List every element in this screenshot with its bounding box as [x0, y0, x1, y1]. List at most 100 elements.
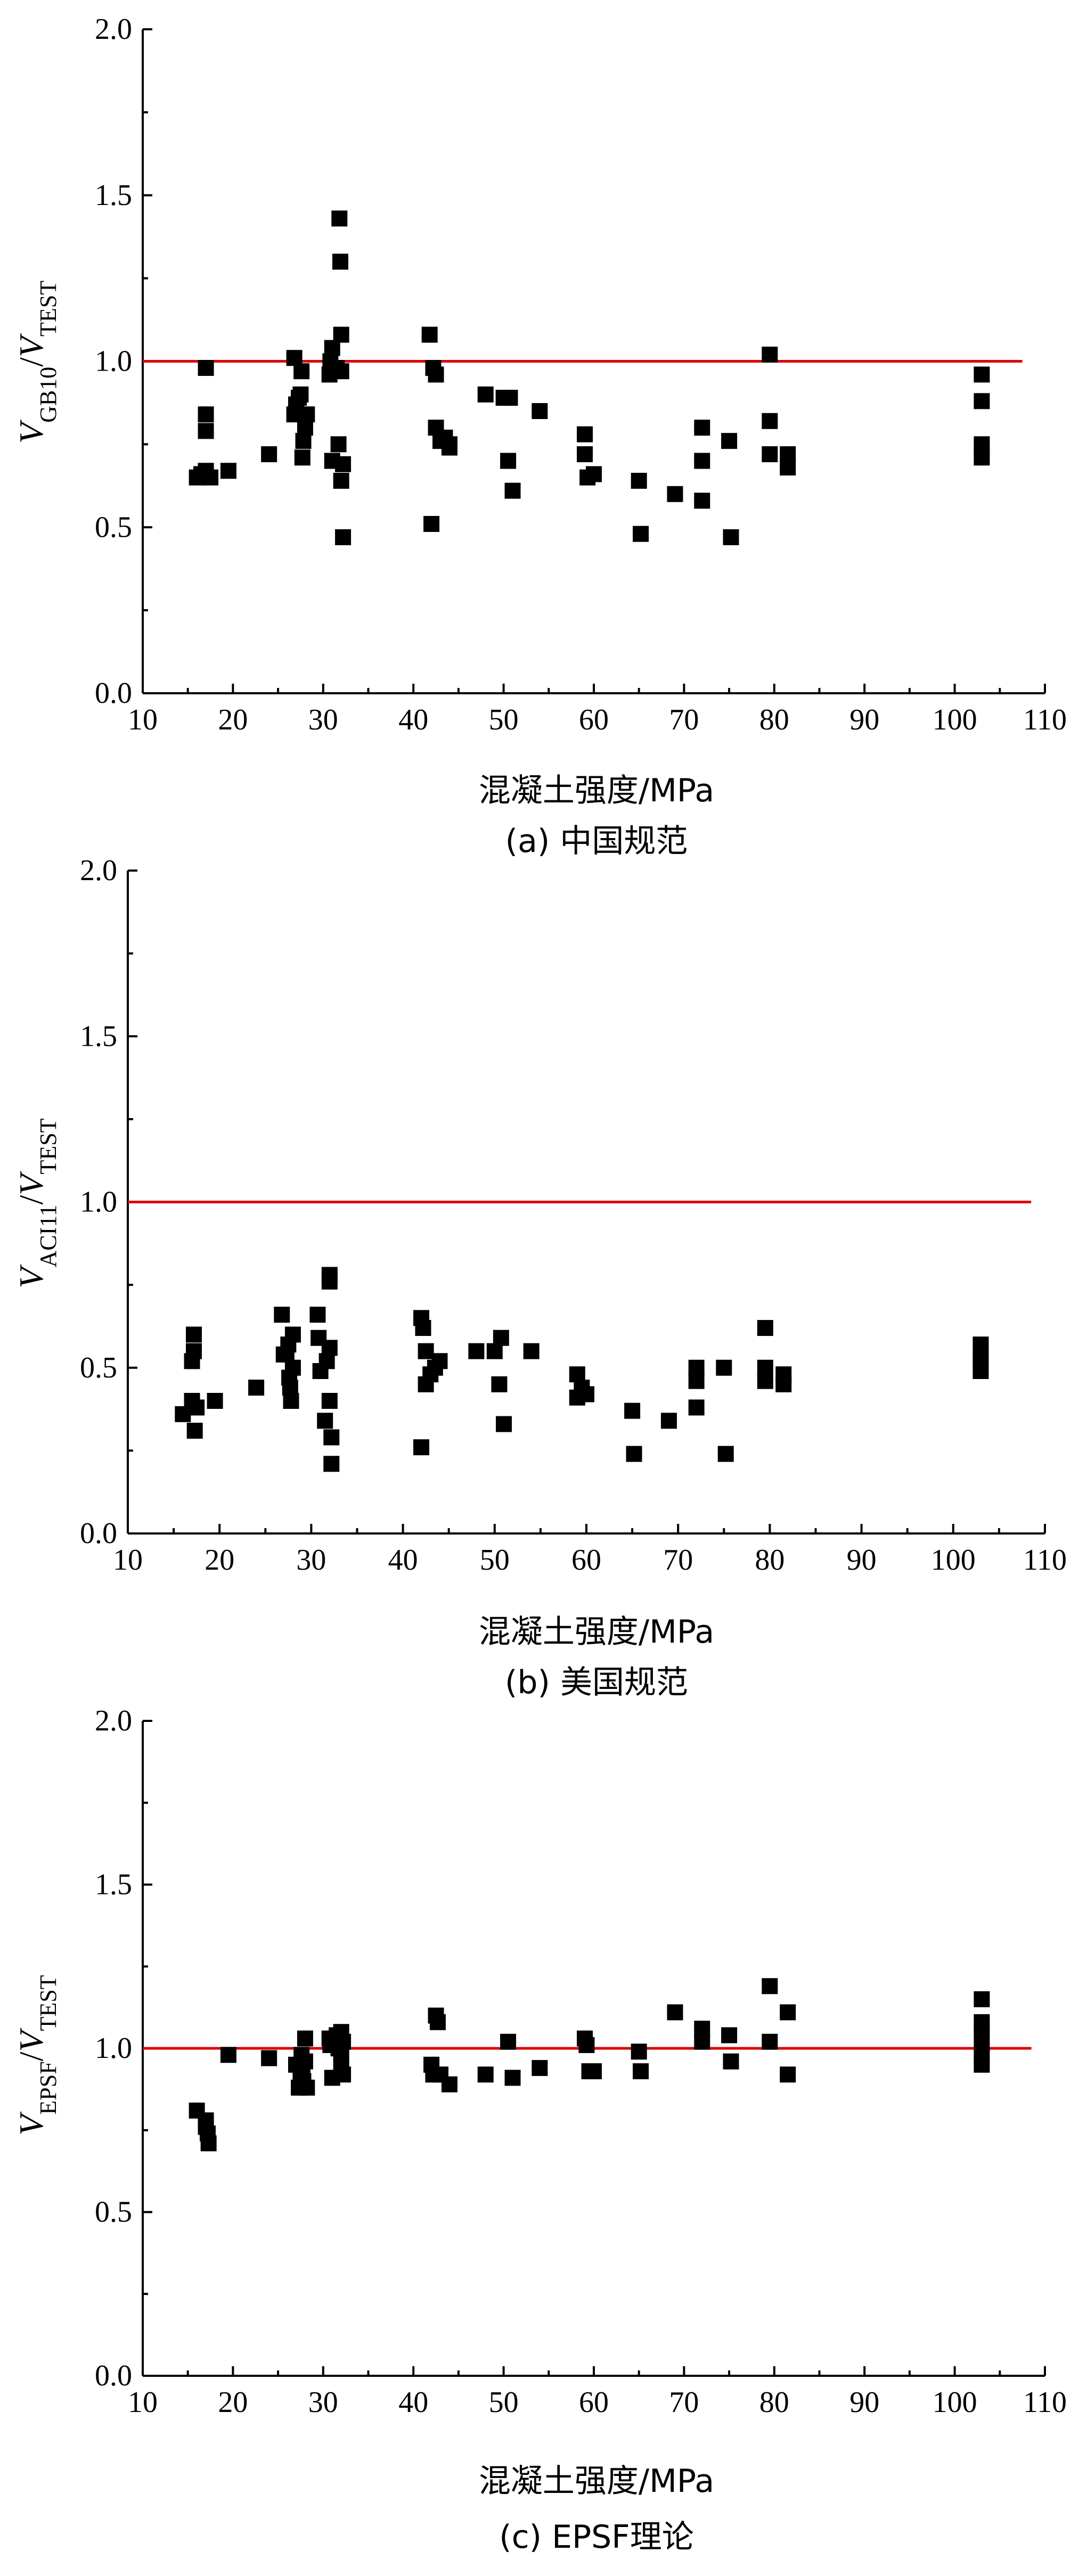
panel-b-data-point — [284, 1326, 301, 1343]
panel-c-x-tick-label: 50 — [489, 2386, 519, 2419]
panel-a-data-point — [332, 253, 348, 270]
panel-b-data-point — [688, 1373, 705, 1389]
panel-b-data-point — [185, 1326, 202, 1343]
panel-a-data-point — [532, 403, 548, 420]
panel-c-data-point — [477, 2066, 494, 2083]
panel-b-data-point — [431, 1353, 448, 1369]
panel-b-data-point — [309, 1307, 326, 1323]
panel-b-data-point — [207, 1393, 223, 1409]
panel-b-data-point — [186, 1423, 203, 1439]
panel-c-data-point — [974, 1991, 990, 2007]
panel-a-data-point — [428, 366, 444, 383]
panel-a-data-point — [335, 529, 352, 545]
panel-a-data-point — [762, 347, 778, 363]
panel-b-data-point — [491, 1376, 508, 1392]
panel-a-data-point — [762, 413, 778, 429]
panel-b-data-point — [321, 1273, 338, 1290]
panel-c-data-point — [762, 1978, 778, 1995]
panel-b-data-point — [468, 1343, 485, 1359]
panel-a-ylabel-num-sub: GB10 — [35, 367, 61, 423]
panel-c-ylabel-num-sub: EPSF — [35, 2061, 61, 2114]
panel-b-ylabel: VACI11/VTEST — [12, 1118, 61, 1288]
panel-c-x-tick-label: 100 — [933, 2386, 977, 2419]
panel-c-ylabel-den-sub: TEST — [35, 1975, 61, 2031]
panel-c-data-point — [633, 2063, 649, 2080]
panel-b-data-point — [274, 1307, 290, 1323]
panel-c-data-point — [500, 2033, 517, 2050]
panel-b-x-tick-label: 60 — [571, 1544, 601, 1577]
panel-b-x-tick-label: 20 — [205, 1544, 234, 1577]
panel-b-y-tick-label: 1.0 — [80, 1186, 117, 1219]
panel-a-data-point — [198, 359, 214, 376]
panel-b-data-point — [496, 1416, 512, 1432]
panel-b-x-tick-label: 90 — [847, 1544, 877, 1577]
panel-b-ylabel-den-sub: TEST — [35, 1118, 61, 1174]
panel-a-data-point — [333, 326, 349, 343]
panel-c-data-point — [429, 2014, 446, 2030]
panel-a-data-point — [294, 449, 310, 466]
panel-c-data-point — [578, 2037, 595, 2053]
panel-a-data-point — [633, 526, 649, 542]
panel-b-data-point — [757, 1320, 773, 1336]
panel-b-data-point — [775, 1376, 792, 1392]
panel-c-data-point — [780, 2066, 796, 2083]
panel-c-x-tick-label: 40 — [398, 2386, 428, 2419]
panel-c-data-point — [441, 2076, 457, 2093]
panel-c-data-point — [631, 2044, 647, 2060]
panel-c-data-point — [974, 2056, 990, 2073]
panel-a-data-point — [198, 406, 214, 423]
panel-a-x-tick-label: 40 — [398, 703, 428, 736]
panel-b-data-point — [626, 1446, 642, 1462]
panel-c-data-point — [723, 2053, 739, 2070]
panel-b-data-point — [415, 1320, 431, 1336]
panel-c-data-point — [762, 2033, 778, 2050]
panel-c-x-tick-label: 110 — [1023, 2386, 1067, 2419]
panel-b-data-point — [757, 1373, 773, 1389]
panel-a-xlabel: 混凝土强度/MPa — [479, 772, 714, 809]
panel-b-x-tick-label: 80 — [755, 1544, 784, 1577]
panel-a-data-point — [577, 426, 593, 442]
panel-a-y-tick-label: 1.0 — [95, 345, 132, 378]
panel-b-x-tick-label: 10 — [113, 1544, 143, 1577]
panel-a-data-point — [220, 463, 236, 479]
panel-a-data-point — [667, 486, 683, 502]
panel-c-data-point — [532, 2060, 548, 2076]
panel-a-data-point — [631, 472, 647, 489]
panel-c-data-point — [200, 2135, 217, 2152]
panel-b-x-tick-label: 30 — [296, 1544, 326, 1577]
panel-a-data-point — [577, 446, 593, 463]
panel-a: 10 20 30 40 50 60 70 80 90 100 1100.00.51.01.52.0 … — [12, 13, 1067, 860]
panel-a-data-point — [292, 386, 309, 403]
panel-a-data-point — [694, 420, 710, 436]
panel-a-data-point — [331, 210, 348, 227]
panel-a-data-point — [504, 482, 521, 499]
panel-b-data-point — [185, 1343, 202, 1359]
panel-c-x-tick-label: 70 — [669, 2386, 699, 2419]
panel-c-data-point — [694, 2033, 710, 2050]
panel-c-x-tick-label: 30 — [308, 2386, 338, 2419]
panel-b-x-tick-label: 40 — [388, 1544, 418, 1577]
panel-c-ylabel: VEPSF/VTEST — [12, 1975, 61, 2135]
panel-a-data-point — [441, 439, 457, 456]
panel-a-x-tick-label: 90 — [849, 703, 879, 736]
panel-c-ylabel-sep: / — [12, 2052, 50, 2061]
panel-a-data-point — [694, 453, 710, 469]
panel-b-y-tick-label: 2.0 — [80, 854, 117, 887]
panel-b-data-point — [321, 1340, 338, 1356]
panel-b-caption: (b) 美国规范 — [505, 1664, 688, 1701]
panel-b-data-point — [660, 1413, 677, 1429]
panel-c-x-tick-label: 60 — [579, 2386, 609, 2419]
panel-a-data-point — [333, 363, 349, 380]
panel-c-caption: (c) EPSF理论 — [499, 2518, 694, 2556]
panel-c-y-tick-label: 1.5 — [95, 1868, 132, 1901]
panel-b-data-point — [283, 1393, 299, 1409]
panel-c-data-point — [667, 2004, 683, 2021]
panel-b-y-tick-label: 0.5 — [80, 1351, 117, 1384]
panel-a-data-point — [261, 446, 277, 463]
panel-a-data-point — [330, 436, 347, 453]
panel-a-ylabel-num-var: V — [12, 419, 50, 444]
panel-b-x-tick-label: 70 — [663, 1544, 693, 1577]
panel-c: 10 20 30 40 50 60 70 80 90 100 1100.00.51.01.52.0 … — [12, 1704, 1067, 2556]
panel-b-data-point — [624, 1402, 641, 1419]
panel-a-ylabel-den-sub: TEST — [35, 281, 61, 337]
